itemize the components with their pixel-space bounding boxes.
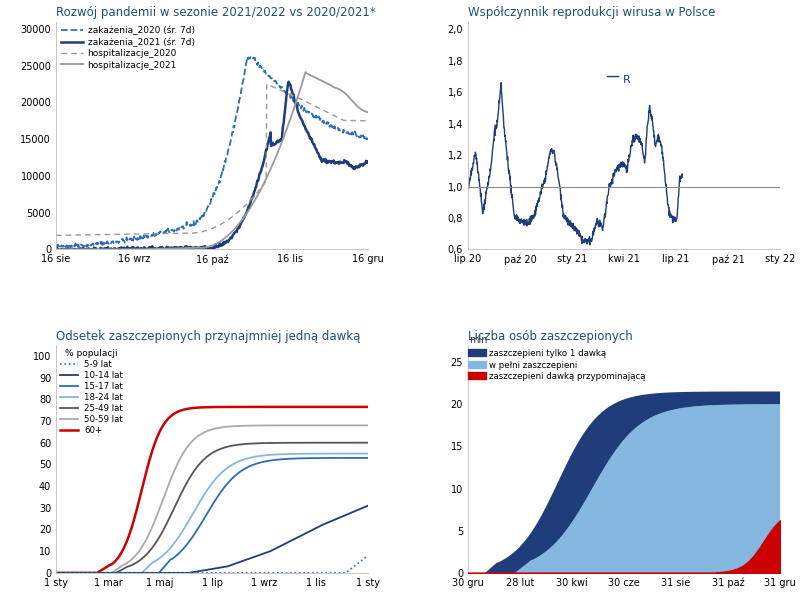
Text: Rozwój pandemii w sezonie 2021/2022 vs 2020/2021*: Rozwój pandemii w sezonie 2021/2022 vs 2… bbox=[56, 6, 376, 19]
hospitalizacje_2021 bbox=[301, 68, 310, 76]
Legend: zaszczepieni tylko 1 dawką, w pełni zaszczepieni, zaszczepieni dawką przypominaj: zaszczepieni tylko 1 dawką, w pełni zasz… bbox=[472, 349, 646, 381]
Text: Współczynnik reprodukcji wirusa w Polsce: Współczynnik reprodukcji wirusa w Polsce bbox=[468, 6, 715, 19]
hospitalizacje_2021 bbox=[199, 244, 209, 251]
Line: zakażenia_2020 (śr. 7d): zakażenia_2020 (śr. 7d) bbox=[56, 57, 368, 248]
Text: R: R bbox=[623, 75, 631, 84]
zakażenia_2020 (śr. 7d) bbox=[221, 158, 230, 166]
zakażenia_2021 (śr. 7d) bbox=[51, 245, 61, 253]
hospitalizacje_2020 bbox=[220, 218, 230, 225]
zakażenia_2021 (śr. 7d) bbox=[284, 78, 294, 86]
zakażenia_2020 (śr. 7d) bbox=[357, 132, 366, 139]
zakażenia_2021 (śr. 7d) bbox=[363, 158, 373, 165]
zakażenia_2020 (śr. 7d) bbox=[308, 113, 318, 120]
hospitalizacje_2021 bbox=[202, 243, 211, 251]
zakażenia_2021 (śr. 7d) bbox=[221, 240, 230, 247]
hospitalizacje_2021 bbox=[51, 246, 61, 253]
zakażenia_2021 (śr. 7d) bbox=[238, 217, 247, 225]
hospitalizacje_2020 bbox=[199, 227, 209, 235]
zakażenia_2020 (śr. 7d) bbox=[247, 53, 257, 60]
hospitalizacje_2021 bbox=[308, 73, 318, 80]
zakażenia_2020 (śr. 7d) bbox=[202, 206, 211, 213]
Text: mln: mln bbox=[470, 334, 488, 345]
hospitalizacje_2021 bbox=[363, 108, 373, 116]
hospitalizacje_2021 bbox=[356, 105, 366, 113]
Line: zakażenia_2021 (śr. 7d): zakażenia_2021 (śr. 7d) bbox=[56, 82, 368, 251]
zakażenia_2020 (śr. 7d) bbox=[59, 245, 69, 252]
hospitalizacje_2021 bbox=[220, 234, 230, 241]
hospitalizacje_2020 bbox=[51, 232, 61, 239]
Text: Liczba osób zaszczepionych: Liczba osób zaszczepionych bbox=[468, 330, 633, 342]
zakażenia_2020 (śr. 7d) bbox=[51, 242, 61, 249]
hospitalizacje_2021 bbox=[237, 217, 246, 224]
zakażenia_2021 (śr. 7d) bbox=[308, 139, 318, 147]
zakażenia_2020 (śr. 7d) bbox=[363, 136, 373, 144]
Legend: 5-9 lat, 10-14 lat, 15-17 lat, 18-24 lat, 25-49 lat, 50-59 lat, 60+: 5-9 lat, 10-14 lat, 15-17 lat, 18-24 lat… bbox=[60, 349, 123, 435]
hospitalizacje_2020 bbox=[356, 117, 366, 124]
zakażenia_2021 (śr. 7d) bbox=[78, 248, 88, 255]
Text: Odsetek zaszczepionych przynajmniej jedną dawką: Odsetek zaszczepionych przynajmniej jedn… bbox=[56, 330, 360, 342]
zakażenia_2020 (śr. 7d) bbox=[200, 209, 210, 217]
hospitalizacje_2020 bbox=[262, 81, 271, 88]
zakażenia_2020 (śr. 7d) bbox=[238, 81, 247, 88]
hospitalizacje_2020 bbox=[363, 117, 373, 124]
zakażenia_2021 (śr. 7d) bbox=[357, 161, 366, 168]
Legend: zakażenia_2020 (śr. 7d), zakażenia_2021 (śr. 7d), hospitalizacje_2020, hospitali: zakażenia_2020 (śr. 7d), zakażenia_2021 … bbox=[61, 26, 194, 70]
Line: hospitalizacje_2020: hospitalizacje_2020 bbox=[56, 84, 368, 235]
zakażenia_2021 (śr. 7d) bbox=[200, 243, 210, 250]
hospitalizacje_2020 bbox=[202, 227, 211, 234]
zakażenia_2021 (śr. 7d) bbox=[202, 245, 211, 253]
Line: hospitalizacje_2021: hospitalizacje_2021 bbox=[56, 72, 368, 249]
hospitalizacje_2020 bbox=[237, 205, 246, 213]
hospitalizacje_2020 bbox=[308, 101, 318, 108]
